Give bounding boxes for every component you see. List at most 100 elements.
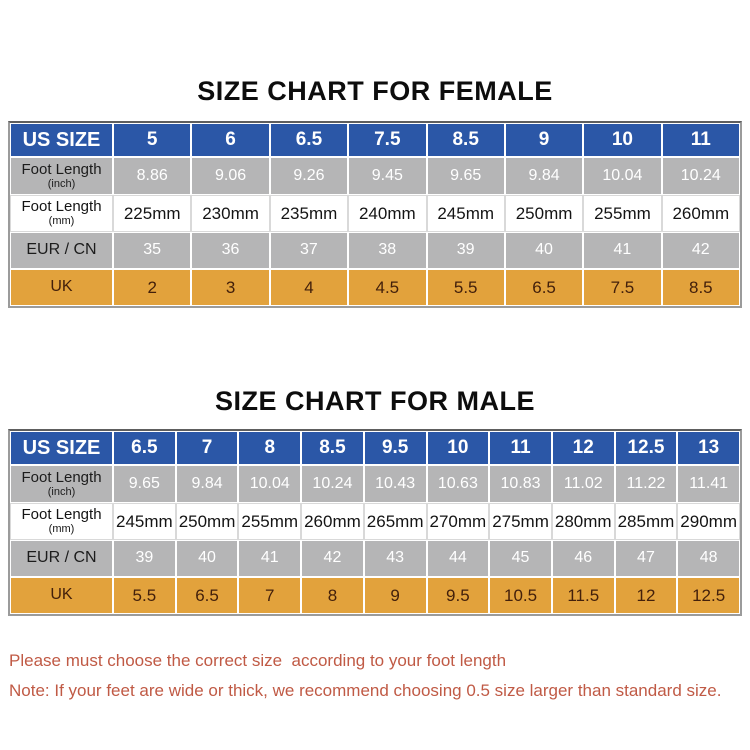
female-chart-title: SIZE CHART FOR FEMALE: [197, 76, 553, 106]
row-label-text: EUR / CN: [26, 549, 97, 567]
value-cell: 7: [238, 577, 302, 614]
row-label-cell: Foot Length (mm): [10, 195, 113, 232]
value-cell: 41: [238, 540, 302, 577]
value-cell: 275mm: [489, 503, 552, 540]
row-label-cell: EUR / CN: [10, 540, 113, 577]
male-size-table: US SIZE 6.5 7 8 8.5 9.5 10 11 12 12.5 13 Foot Lengt…: [8, 429, 742, 616]
value-cell: 250mm: [504, 195, 584, 232]
size-header-cell: 12: [551, 431, 615, 465]
value-cell: 40: [175, 540, 239, 577]
size-header-cell: 13: [677, 431, 740, 465]
value-cell: 240mm: [348, 195, 427, 232]
value-cell: 2: [113, 269, 192, 306]
size-header-cell: 12.5: [614, 431, 678, 465]
value-cell: 12: [614, 577, 678, 614]
value-cell: 5.5: [426, 269, 505, 306]
value-cell: 255mm: [238, 503, 302, 540]
value-cell: 42: [301, 540, 364, 577]
row-label-cell: UK: [10, 577, 113, 614]
value-cell: 245mm: [113, 503, 176, 540]
size-header-cell: 11: [661, 123, 740, 157]
value-cell: 11.41: [677, 465, 740, 503]
size-header-cell: 8.5: [301, 431, 364, 465]
size-header-cell: 9: [504, 123, 584, 157]
us-size-header-cell: US SIZE: [10, 431, 113, 465]
row-label-text: Foot Length: [21, 160, 102, 178]
value-cell: 42: [661, 232, 740, 269]
value-cell: 285mm: [614, 503, 678, 540]
value-cell: 10.83: [489, 465, 552, 503]
value-cell: 260mm: [661, 195, 740, 232]
value-cell: 255mm: [583, 195, 662, 232]
value-cell: 10.04: [583, 157, 662, 195]
value-cell: 47: [614, 540, 678, 577]
row-label-cell: Foot Length (mm): [10, 503, 113, 540]
row-label-text: UK: [50, 586, 73, 604]
value-cell: 11.22: [614, 465, 678, 503]
value-cell: 8.5: [661, 269, 740, 306]
size-header-cell: 10: [583, 123, 662, 157]
size-header-cell: 8: [238, 431, 302, 465]
value-cell: 8.86: [113, 157, 192, 195]
value-cell: 39: [113, 540, 176, 577]
size-header-cell: 6.5: [113, 431, 176, 465]
value-cell: 225mm: [113, 195, 192, 232]
row-sublabel-text: (mm): [48, 523, 75, 536]
row-label-cell: EUR / CN: [10, 232, 113, 269]
value-cell: 230mm: [191, 195, 270, 232]
size-header-cell: 7: [175, 431, 239, 465]
value-cell: 37: [269, 232, 349, 269]
value-cell: 10.5: [489, 577, 552, 614]
row-sublabel-text: (inch): [47, 177, 76, 190]
value-cell: 5.5: [113, 577, 176, 614]
value-cell: 9.65: [113, 465, 176, 503]
size-header-cell: 9.5: [363, 431, 427, 465]
value-cell: 43: [363, 540, 427, 577]
value-cell: 35: [113, 232, 192, 269]
value-cell: 6.5: [504, 269, 584, 306]
value-cell: 9.45: [348, 157, 427, 195]
value-cell: 46: [551, 540, 615, 577]
male-chart-title: SIZE CHART FOR MALE: [215, 386, 535, 416]
row-label-cell: Foot Length (inch): [10, 465, 113, 503]
value-cell: 10.63: [426, 465, 490, 503]
size-header-cell: 5: [113, 123, 192, 157]
value-cell: 41: [583, 232, 662, 269]
value-cell: 265mm: [363, 503, 427, 540]
size-header-cell: 8.5: [426, 123, 505, 157]
size-header-cell: 11: [489, 431, 552, 465]
row-label-cell: UK: [10, 269, 113, 306]
note-line-1: Please must choose the correct size acco…: [9, 651, 507, 670]
value-cell: 38: [348, 232, 427, 269]
us-size-header-cell: US SIZE: [10, 123, 113, 157]
notes-block: Please must choose the correct size acco…: [0, 650, 750, 701]
value-cell: 10.24: [301, 465, 364, 503]
value-cell: 12.5: [677, 577, 740, 614]
row-label-text: UK: [50, 278, 73, 296]
female-size-table: US SIZE 5 6 6.5 7.5 8.5 9 10 11 Foot Length (inch)…: [8, 121, 742, 308]
value-cell: 9.06: [191, 157, 270, 195]
value-cell: 250mm: [175, 503, 239, 540]
value-cell: 280mm: [551, 503, 615, 540]
note-line-2: Note: If your feet are wide or thick, we…: [9, 681, 722, 700]
value-cell: 235mm: [269, 195, 349, 232]
value-cell: 39: [426, 232, 505, 269]
row-label-text: Foot Length: [21, 468, 102, 486]
value-cell: 40: [504, 232, 584, 269]
value-cell: 7.5: [583, 269, 662, 306]
value-cell: 36: [191, 232, 270, 269]
value-cell: 4: [269, 269, 349, 306]
size-chart-page: SIZE CHART FOR FEMALE US SIZE 5 6 6.5 7.5 8.5…: [0, 76, 750, 701]
value-cell: 9.26: [269, 157, 349, 195]
value-cell: 10.24: [661, 157, 740, 195]
value-cell: 270mm: [426, 503, 490, 540]
value-cell: 10.04: [238, 465, 302, 503]
size-header-cell: 7.5: [348, 123, 427, 157]
value-cell: 11.5: [551, 577, 615, 614]
value-cell: 260mm: [301, 503, 364, 540]
size-header-cell: 6: [191, 123, 270, 157]
row-label-text: Foot Length: [21, 198, 102, 216]
value-cell: 9.84: [175, 465, 239, 503]
row-label-text: EUR / CN: [26, 241, 97, 259]
size-header-cell: 6.5: [269, 123, 349, 157]
